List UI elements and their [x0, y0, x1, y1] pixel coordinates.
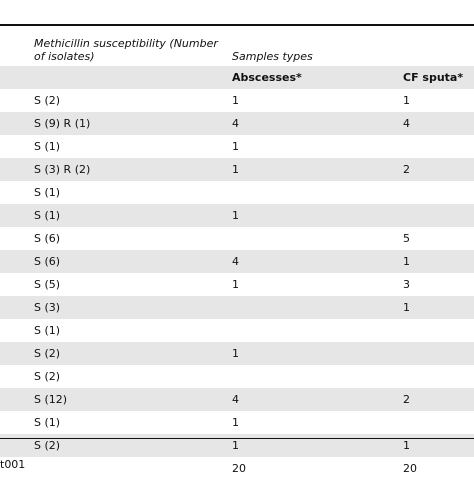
cell-susceptibility: S (1)	[34, 416, 61, 429]
cell-cf-sputa: 1	[397, 434, 474, 457]
cell-cf-sputa: 5	[403, 232, 410, 245]
cell-abscesses: 4	[232, 112, 397, 135]
total-abscesses: 20	[232, 462, 246, 475]
cell-susceptibility: S (1)	[34, 186, 61, 199]
cell-abscesses	[232, 227, 397, 250]
table-row: S (12) 4 2	[0, 388, 474, 411]
table-header-row: Methicillin susceptibility (Number of is…	[0, 26, 474, 66]
header-cf-sputa: CF sputa*	[397, 66, 474, 89]
table-body: S (2) 1 1 S (9) R (1) 4 4 S (1) 1 S (3) R (2) 1 2 S…	[0, 89, 474, 480]
cell-susceptibility: S (2)	[0, 434, 232, 457]
cell-cf-sputa	[397, 135, 474, 158]
cell-abscesses: 4	[232, 388, 397, 411]
cell-abscesses: 1	[232, 158, 397, 181]
header-methicillin: Methicillin susceptibility (Number of is…	[34, 37, 218, 63]
header-abscesses: Abscesses*	[232, 66, 397, 89]
cell-cf-sputa	[397, 411, 474, 434]
cell-abscesses: 1	[232, 94, 239, 107]
cell-cf-sputa: 1	[397, 250, 474, 273]
cell-cf-sputa	[397, 365, 474, 388]
cell-susceptibility: S (1)	[34, 324, 61, 337]
cell-cf-sputa: 1	[397, 296, 474, 319]
header-samples-types: Samples types	[232, 50, 313, 63]
table-row: S (6) 4 1	[0, 250, 474, 273]
cell-abscesses: 1	[232, 416, 239, 429]
table-row: S (3) R (2) 1 2	[0, 158, 474, 181]
table-top-rule	[0, 24, 474, 26]
cell-abscesses: 4	[232, 250, 397, 273]
table-row: S (2) 1 1	[0, 89, 474, 112]
table-row: S (1) 1	[0, 411, 474, 434]
cell-abscesses	[232, 181, 397, 204]
subheader-empty	[0, 66, 232, 89]
table-row: S (1)	[0, 181, 474, 204]
cell-cf-sputa: 3	[403, 278, 410, 291]
cell-cf-sputa: 1	[403, 94, 410, 107]
table-row: S (1)	[0, 319, 474, 342]
table-row: S (5) 1 3	[0, 273, 474, 296]
cell-abscesses: 1	[232, 140, 239, 153]
cell-cf-sputa: 4	[397, 112, 474, 135]
table-total-row: 20 20	[0, 457, 474, 480]
cell-susceptibility: S (2)	[34, 370, 61, 383]
cell-cf-sputa	[397, 319, 474, 342]
table-row: S (2) 1 1	[0, 434, 474, 457]
table-caption: t001	[0, 458, 26, 471]
isolates-table: Methicillin susceptibility (Number of is…	[0, 26, 474, 480]
cell-cf-sputa	[397, 181, 474, 204]
cell-abscesses: 1	[232, 434, 397, 457]
cell-susceptibility: S (9) R (1)	[0, 112, 232, 135]
cell-abscesses: 1	[232, 278, 239, 291]
cell-abscesses	[232, 365, 397, 388]
cell-susceptibility: S (3)	[0, 296, 232, 319]
cell-cf-sputa	[397, 342, 474, 365]
cell-susceptibility: S (6)	[34, 232, 61, 245]
table-row: S (2)	[0, 365, 474, 388]
cell-abscesses: 1	[232, 342, 397, 365]
total-label	[0, 457, 232, 480]
table-row: S (1) 1	[0, 135, 474, 158]
table-row: S (1) 1	[0, 204, 474, 227]
total-cf-sputa: 20	[403, 462, 417, 475]
table-subheader-row: Abscesses* CF sputa*	[0, 66, 474, 89]
table-row: S (9) R (1) 4 4	[0, 112, 474, 135]
cell-susceptibility: S (3) R (2)	[0, 158, 232, 181]
table-bottom-rule	[0, 438, 474, 439]
cell-cf-sputa	[397, 204, 474, 227]
cell-susceptibility: S (1)	[34, 140, 61, 153]
cell-abscesses	[232, 296, 397, 319]
cell-susceptibility: S (2)	[0, 342, 232, 365]
table-row: S (2) 1	[0, 342, 474, 365]
cell-susceptibility: S (2)	[34, 94, 61, 107]
cell-susceptibility: S (12)	[0, 388, 232, 411]
table-row: S (3) 1	[0, 296, 474, 319]
cell-susceptibility: S (5)	[34, 278, 61, 291]
cell-susceptibility: S (1)	[0, 204, 232, 227]
cell-cf-sputa: 2	[397, 388, 474, 411]
cell-abscesses: 1	[232, 204, 397, 227]
cell-cf-sputa: 2	[397, 158, 474, 181]
cell-susceptibility: S (6)	[0, 250, 232, 273]
table-row: S (6) 5	[0, 227, 474, 250]
cell-abscesses	[232, 319, 397, 342]
